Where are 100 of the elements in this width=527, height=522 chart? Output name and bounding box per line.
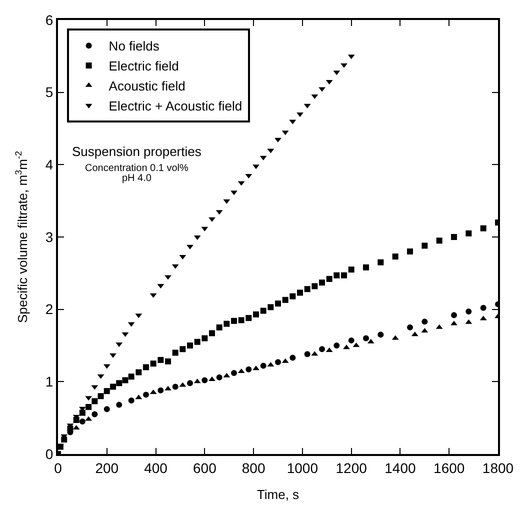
point [407, 324, 413, 330]
point [92, 398, 98, 404]
point [104, 406, 110, 412]
point [274, 138, 282, 142]
point [187, 342, 193, 348]
point [110, 384, 116, 390]
point [202, 377, 208, 384]
point [165, 358, 171, 364]
point [128, 397, 134, 404]
point [164, 386, 172, 390]
point [246, 366, 252, 372]
point [224, 320, 230, 327]
point [231, 318, 237, 324]
point [136, 369, 142, 376]
point [466, 308, 472, 314]
y-tick-label: 4 [45, 156, 54, 173]
point [208, 217, 216, 222]
point [275, 359, 281, 366]
point [172, 384, 178, 390]
point [450, 320, 458, 326]
y-tick-label: 1 [45, 374, 54, 390]
point [246, 315, 252, 322]
point [348, 337, 354, 344]
point [98, 393, 104, 400]
annotation: pH 4.0 [122, 173, 152, 184]
x-tick-label: 1800 [482, 460, 514, 476]
point [319, 346, 325, 352]
point [451, 234, 457, 240]
point [202, 335, 208, 342]
point [172, 350, 178, 356]
point [180, 346, 186, 352]
point [86, 404, 92, 410]
x-tick-label: 200 [95, 460, 119, 476]
point [231, 370, 237, 376]
annotation: Concentration 0.1 vol% [85, 163, 188, 174]
x-tick-label: 400 [144, 460, 168, 476]
point [252, 164, 260, 170]
point [216, 324, 222, 330]
legend-label: Acoustic field [108, 78, 186, 94]
point [122, 377, 128, 384]
point [363, 335, 369, 342]
point [290, 354, 296, 361]
point [378, 332, 384, 338]
legend-label: No fields [108, 38, 160, 54]
point [407, 248, 413, 254]
point [116, 402, 122, 408]
y-tick-label: 0 [45, 446, 54, 462]
annotation: Suspension properties [72, 144, 202, 159]
point [326, 276, 332, 282]
x-tick-label: 1000 [286, 460, 318, 476]
point [252, 366, 260, 370]
point [304, 351, 310, 358]
point [187, 380, 193, 386]
point [348, 266, 354, 273]
point [230, 190, 238, 196]
point [128, 374, 134, 380]
point [253, 311, 259, 318]
point [143, 392, 149, 398]
y-tick-label: 6 [45, 12, 54, 28]
point [143, 364, 149, 370]
point [334, 342, 340, 348]
point [422, 242, 428, 249]
y-tick-label: 2 [45, 301, 54, 318]
point [194, 338, 200, 345]
point [363, 264, 369, 270]
point [319, 280, 325, 286]
point [436, 238, 442, 244]
point [110, 353, 116, 358]
point [318, 87, 326, 92]
point [340, 63, 348, 68]
x-tick-label: 600 [192, 460, 217, 476]
point [480, 225, 486, 232]
point [378, 259, 384, 266]
y-tick-label: 5 [45, 84, 54, 100]
point [116, 380, 122, 386]
point [158, 356, 164, 363]
point [282, 296, 288, 303]
point [466, 230, 472, 236]
point [451, 312, 457, 318]
point [275, 300, 281, 307]
point [79, 418, 86, 424]
y-tick-label: 3 [45, 228, 54, 245]
point [216, 374, 222, 380]
point [297, 290, 303, 296]
legend-label: Electric + Acoustic field [108, 98, 242, 114]
point [392, 254, 398, 260]
x-tick-label: 1600 [434, 460, 465, 476]
point [209, 330, 215, 336]
legend-label: Electric field [108, 58, 179, 74]
point [296, 112, 304, 118]
point [334, 272, 340, 278]
point [422, 318, 428, 325]
point [304, 286, 310, 292]
point [186, 244, 194, 250]
point [164, 275, 172, 280]
point [79, 410, 86, 416]
x-tick-label: 1200 [336, 460, 368, 476]
point [290, 293, 296, 300]
point [260, 308, 266, 314]
point [268, 304, 274, 310]
